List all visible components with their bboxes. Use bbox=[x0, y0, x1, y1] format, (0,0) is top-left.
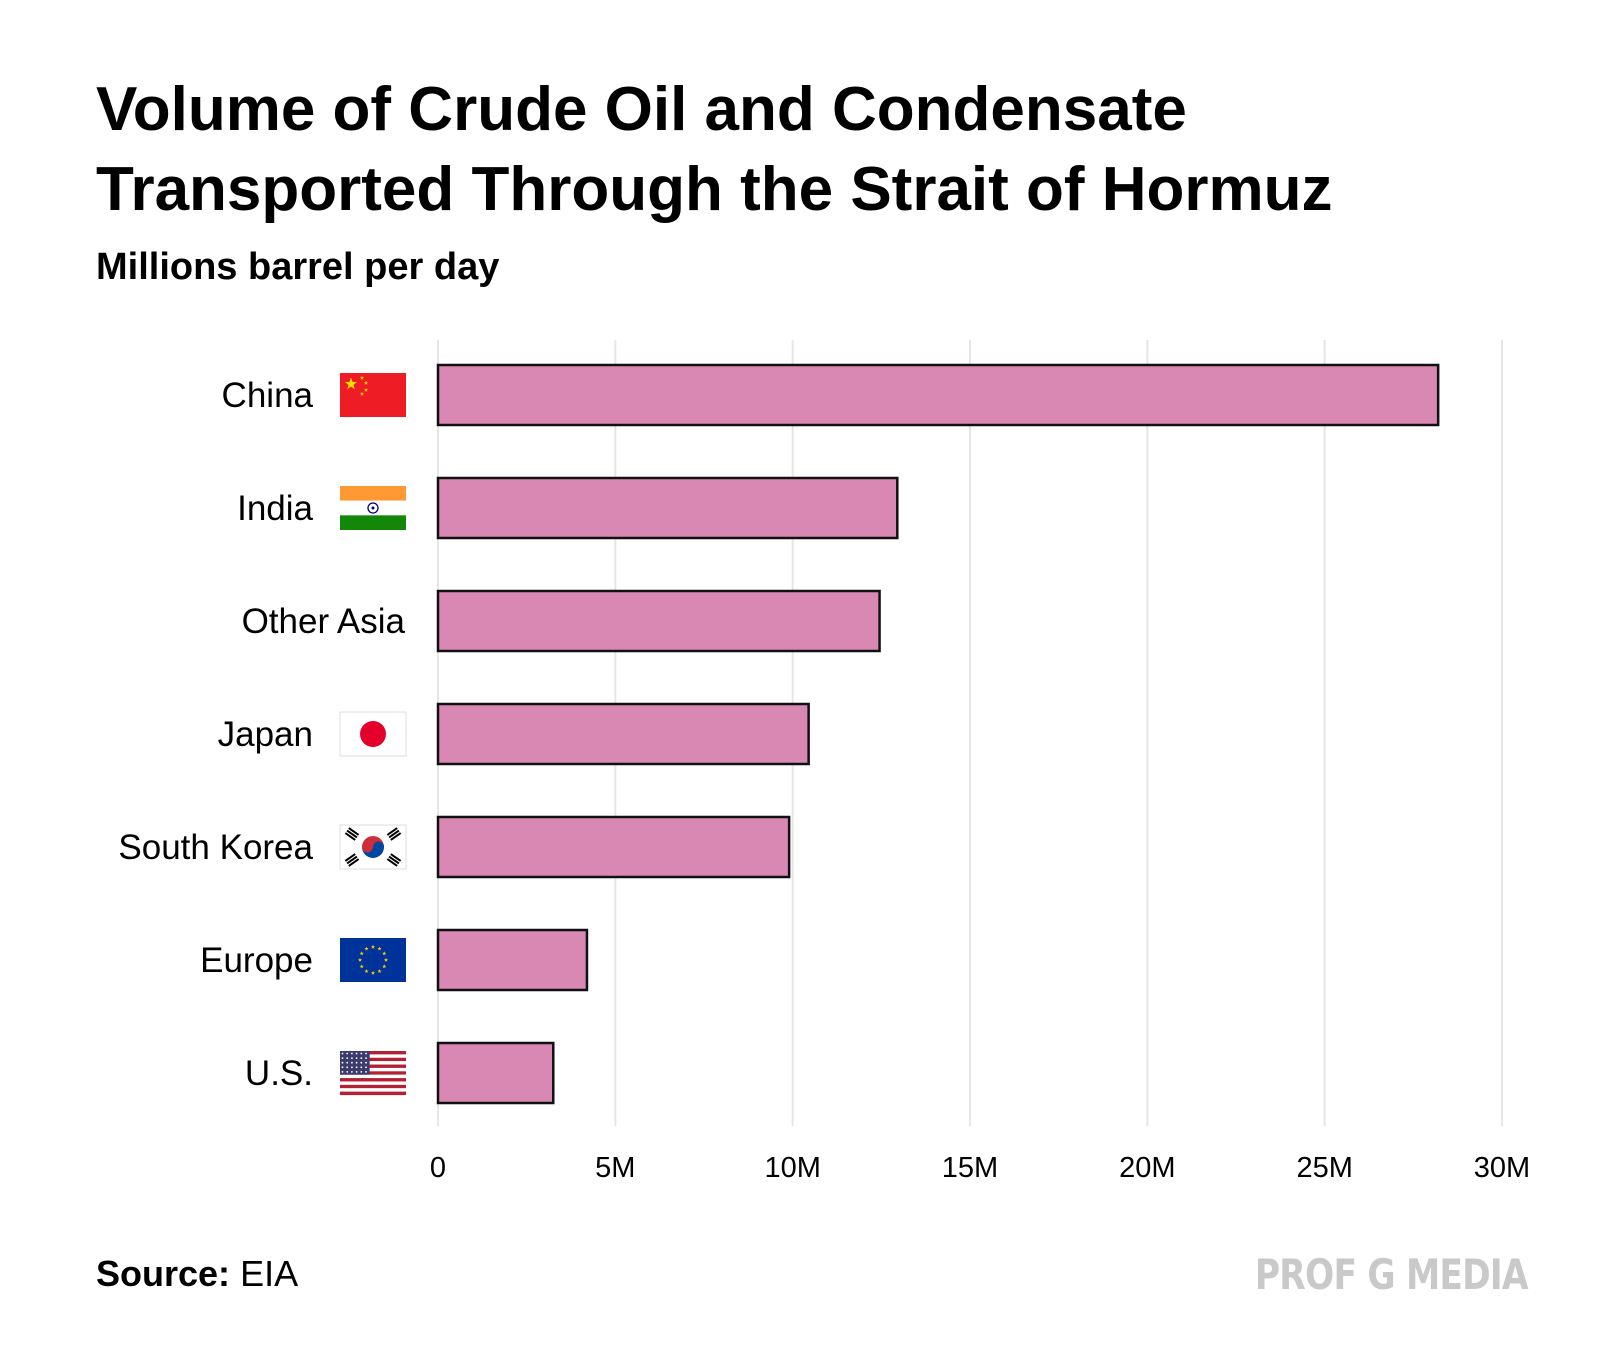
category-labels: China India Other Asia Japan South Korea Euro… bbox=[118, 376, 405, 1093]
x-axis-ticks: 0 5M 10M 15M 20M 25M 30M bbox=[430, 1152, 1530, 1184]
bar bbox=[436, 928, 589, 992]
bar bbox=[436, 815, 791, 879]
category-label: China bbox=[222, 376, 314, 415]
x-tick-label: 15M bbox=[942, 1152, 998, 1184]
bar bbox=[436, 363, 1440, 427]
flags bbox=[339, 373, 407, 1096]
bar bbox=[436, 1041, 555, 1105]
brand-logo: PROF G MEDIA bbox=[1255, 1250, 1529, 1299]
us-flag-icon bbox=[340, 1051, 406, 1096]
source-value: EIA bbox=[240, 1253, 299, 1294]
india-flag-icon bbox=[340, 486, 406, 530]
source-label: Source: bbox=[96, 1253, 231, 1294]
category-label: U.S. bbox=[245, 1054, 313, 1093]
x-tick-label: 25M bbox=[1296, 1152, 1352, 1184]
category-label: Japan bbox=[218, 715, 313, 754]
category-label: South Korea bbox=[118, 828, 313, 867]
bar bbox=[436, 702, 810, 766]
x-tick-label: 0 bbox=[430, 1152, 446, 1184]
category-label: India bbox=[237, 489, 313, 528]
eu-flag-icon bbox=[340, 938, 406, 982]
category-label: Europe bbox=[200, 941, 313, 980]
x-tick-label: 10M bbox=[764, 1152, 820, 1184]
bar-chart: China India Other Asia Japan South Korea Euro… bbox=[118, 340, 1530, 1184]
source-note: Source: EIA bbox=[96, 1253, 298, 1295]
chart-title: Volume of Crude Oil and Condensate Trans… bbox=[96, 75, 1333, 224]
bars bbox=[436, 363, 1440, 1105]
bar bbox=[436, 589, 881, 653]
bar bbox=[436, 476, 899, 540]
x-tick-label: 20M bbox=[1119, 1152, 1175, 1184]
x-tick-label: 5M bbox=[595, 1152, 635, 1184]
south-korea-flag-icon bbox=[339, 824, 407, 870]
x-tick-label: 30M bbox=[1474, 1152, 1530, 1184]
grid-lines bbox=[437, 340, 1503, 1126]
japan-flag-icon bbox=[339, 711, 407, 757]
china-flag-icon bbox=[340, 373, 406, 417]
category-label: Other Asia bbox=[242, 602, 406, 641]
chart-subtitle: Millions barrel per day bbox=[96, 246, 500, 288]
